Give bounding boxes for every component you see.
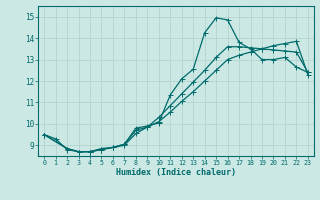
X-axis label: Humidex (Indice chaleur): Humidex (Indice chaleur) <box>116 168 236 177</box>
